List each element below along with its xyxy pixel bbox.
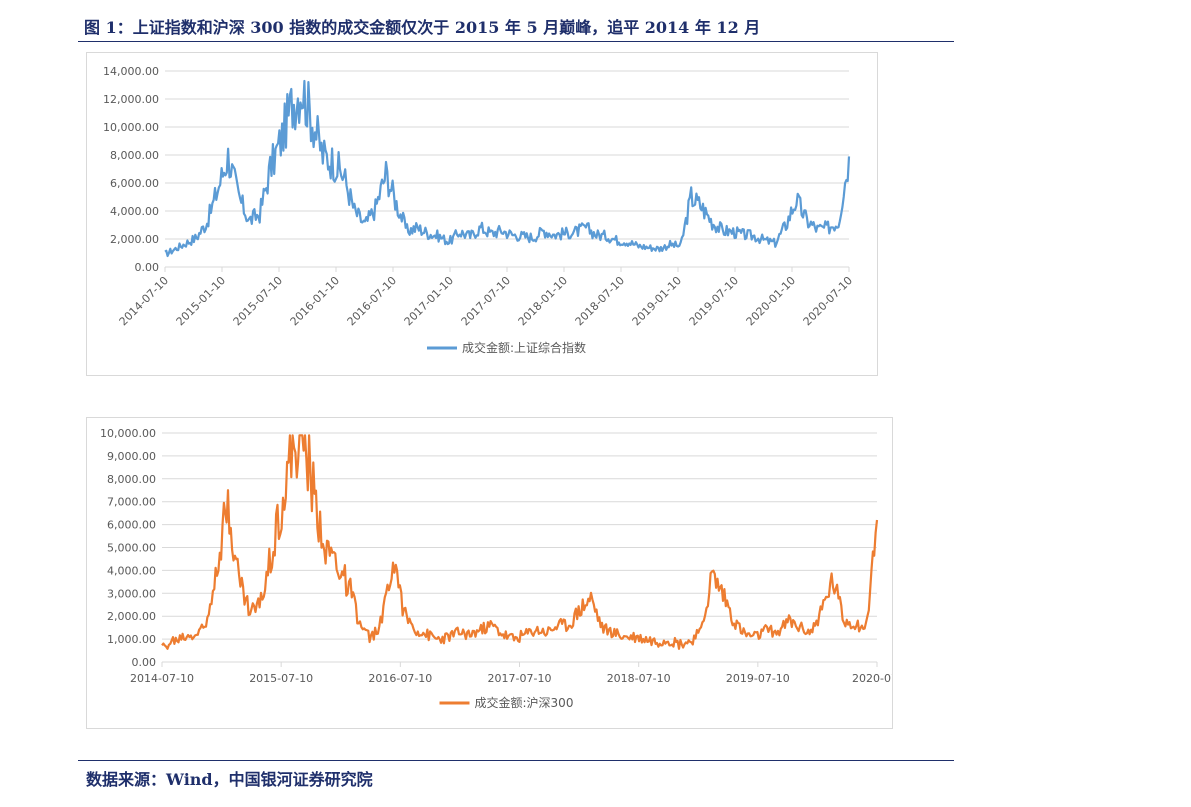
y-tick-label: 12,000.00 (103, 93, 159, 106)
x-tick-label: 2018-07-10 (607, 672, 671, 685)
x-tick-label: 2019-07-10 (726, 672, 790, 685)
x-tick-label: 2015-07-10 (249, 672, 313, 685)
x-tick-label: 2017-07-10 (459, 274, 513, 328)
x-tick-label: 2016-07-10 (345, 274, 399, 328)
y-tick-label: 8,000.00 (107, 473, 156, 486)
y-tick-label: 0.00 (135, 261, 160, 274)
x-tick-label: 2019-01-10 (630, 274, 684, 328)
chart-panel-sh: 0.00 2,000.00 4,000.00 6,000.00 8,000.00 10,0… (86, 52, 878, 376)
legend-label: 成交金额:沪深300 (475, 695, 574, 710)
x-tick-label: 2020-07-10 (801, 274, 855, 328)
y-tick-label: 0.00 (132, 656, 157, 669)
series-line (161, 434, 879, 650)
x-tick-label: 2014-07-10 (117, 274, 171, 328)
y-tick-label: 6,000.00 (107, 519, 156, 532)
y-tick-label: 8,000.00 (110, 149, 159, 162)
y-tick-label: 10,000.00 (103, 121, 159, 134)
x-tick-label: 2018-07-10 (573, 274, 627, 328)
x-tick-label: 2020-01-10 (744, 274, 798, 328)
y-tick-label: 4,000.00 (110, 205, 159, 218)
y-tick-label: 5,000.00 (107, 542, 156, 555)
title-rule (78, 41, 954, 42)
y-tick-label: 9,000.00 (107, 450, 156, 463)
y-tick-label: 1,000.00 (107, 633, 156, 646)
y-tick-label: 2,000.00 (110, 233, 159, 246)
figure-source: 数据来源：Wind，中国银河证券研究院 (86, 770, 373, 789)
figure-title: 图 1：上证指数和沪深 300 指数的成交金额仅次于 2015 年 5 月巅峰，… (84, 18, 761, 37)
y-tick-label: 10,000.00 (100, 427, 156, 440)
source-rule (78, 760, 954, 761)
y-tick-label: 2,000.00 (107, 610, 156, 623)
y-tick-label: 14,000.00 (103, 65, 159, 78)
x-tick-label: 2015-07-10 (231, 274, 285, 328)
y-tick-label: 7,000.00 (107, 496, 156, 509)
chart-panel-hs300: 0.00 1,000.00 2,000.00 3,000.00 4,000.00 5,00… (86, 417, 902, 729)
x-tick-label: 2019-07-10 (687, 274, 741, 328)
chart-hs300-amount: 0.00 1,000.00 2,000.00 3,000.00 4,000.00 5,00… (100, 427, 902, 710)
x-tick-label: 2017-07-10 (488, 672, 552, 685)
x-tick-label: 2014-07-10 (130, 672, 194, 685)
y-tick-label: 6,000.00 (110, 177, 159, 190)
legend-label: 成交金额:上证综合指数 (462, 340, 586, 355)
series-line (164, 79, 851, 258)
y-tick-label: 4,000.00 (107, 564, 156, 577)
x-tick-label: 2018-01-10 (516, 274, 570, 328)
y-tick-label: 3,000.00 (107, 587, 156, 600)
x-tick-label: 2015-01-10 (174, 274, 228, 328)
x-tick-label: 2017-01-10 (402, 274, 456, 328)
chart-sh-amount: 0.00 2,000.00 4,000.00 6,000.00 8,000.00 10,0… (103, 65, 855, 355)
x-tick-label: 2016-01-10 (288, 274, 342, 328)
x-tick-label: 2016-07-10 (368, 672, 432, 685)
x-tick-label: 2020-07- (852, 672, 892, 685)
